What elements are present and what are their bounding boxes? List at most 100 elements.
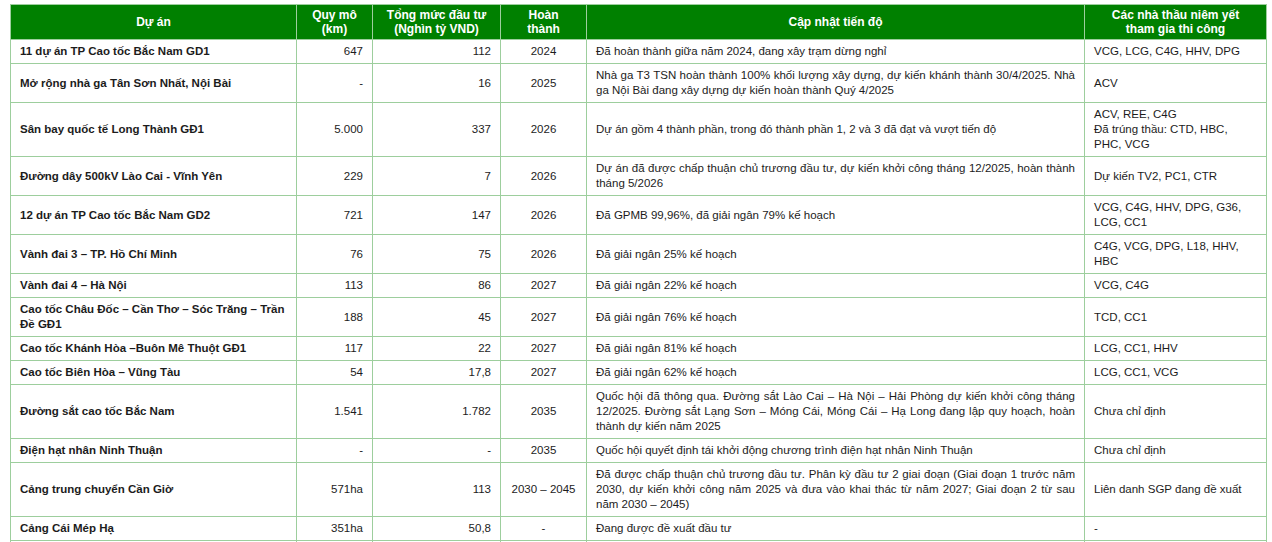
investment-cell: 75 — [373, 235, 501, 274]
progress-cell: Đã hoàn thành giữa năm 2024, đang xây tr… — [587, 40, 1085, 64]
table-row: 12 dự án TP Cao tốc Bắc Nam GD2721147202… — [11, 196, 1267, 235]
contractors-cell: VCG, C4G, HHV, DPG, G36, LCG, CC1 — [1085, 196, 1267, 235]
completion-cell: 2026 — [501, 196, 587, 235]
contractors-cell: VCG, C4G — [1085, 274, 1267, 298]
project-cell: Đường dây 500kV Lào Cai - Vĩnh Yên — [11, 157, 297, 196]
investment-cell: 86 — [373, 274, 501, 298]
scale-cell: 351ha — [297, 517, 373, 541]
completion-cell: - — [501, 517, 587, 541]
completion-cell: 2026 — [501, 103, 587, 157]
scale-cell: - — [297, 439, 373, 463]
project-cell: Cảng trung chuyển Cần Giờ — [11, 463, 297, 517]
table-row: Cảng Cái Mép Hạ351ha50,8-Đang được đề xu… — [11, 517, 1267, 541]
scale-cell: 117 — [297, 337, 373, 361]
header-contractors: Các nhà thầu niêm yết tham gia thi công — [1085, 5, 1267, 40]
progress-cell: Đang được đề xuất đầu tư — [587, 517, 1085, 541]
contractors-cell: TCD, CC1 — [1085, 298, 1267, 337]
table-row: 11 dự án TP Cao tốc Bắc Nam GD1647112202… — [11, 40, 1267, 64]
investment-cell: 113 — [373, 463, 501, 517]
table-row: Mở rộng nhà ga Tân Sơn Nhất, Nội Bài-162… — [11, 64, 1267, 103]
investment-cell: 1.782 — [373, 385, 501, 439]
header-investment: Tổng mức đầu tư (Nghìn tỷ VND) — [373, 5, 501, 40]
project-cell: Cảng Cái Mép Hạ — [11, 517, 297, 541]
project-cell: 11 dự án TP Cao tốc Bắc Nam GD1 — [11, 40, 297, 64]
progress-cell: Đã giải ngân 76% kế hoạch — [587, 298, 1085, 337]
scale-cell: - — [297, 64, 373, 103]
scale-cell: 647 — [297, 40, 373, 64]
table-row: Cao tốc Biên Hòa – Vũng Tàu5417,82027Đã … — [11, 361, 1267, 385]
progress-cell: Đã giải ngân 62% kế hoạch — [587, 361, 1085, 385]
progress-cell: Quốc hội đã thông qua. Đường sắt Lào Cai… — [587, 385, 1085, 439]
progress-cell: Đã GPMB 99,96%, đã giải ngân 79% kế hoạc… — [587, 196, 1085, 235]
project-cell: Vành đai 4 – Hà Nội — [11, 274, 297, 298]
project-cell: Sân bay quốc tế Long Thành GĐ1 — [11, 103, 297, 157]
investment-cell: - — [373, 439, 501, 463]
contractors-cell: Dự kiến TV2, PC1, CTR — [1085, 157, 1267, 196]
project-cell: 12 dự án TP Cao tốc Bắc Nam GD2 — [11, 196, 297, 235]
project-cell: Cao tốc Châu Đốc – Cần Thơ – Sóc Trăng –… — [11, 298, 297, 337]
project-cell: Đường sắt cao tốc Bắc Nam — [11, 385, 297, 439]
completion-cell: 2024 — [501, 40, 587, 64]
contractors-cell: LCG, CC1, HHV — [1085, 337, 1267, 361]
project-cell: Điện hạt nhân Ninh Thuận — [11, 439, 297, 463]
completion-cell: 2027 — [501, 361, 587, 385]
investment-cell: 337 — [373, 103, 501, 157]
contractors-cell: ACV, REE, C4G Đã trúng thầu: CTD, HBC, P… — [1085, 103, 1267, 157]
projects-table-container: Dự án Quy mô (km) Tổng mức đầu tư (Nghìn… — [0, 0, 1272, 542]
project-cell: Vành đai 3 – TP. Hồ Chí Minh — [11, 235, 297, 274]
scale-cell: 76 — [297, 235, 373, 274]
table-row: Điện hạt nhân Ninh Thuận--2035Quốc hội q… — [11, 439, 1267, 463]
completion-cell: 2030 – 2045 — [501, 463, 587, 517]
table-row: Đường dây 500kV Lào Cai - Vĩnh Yên229720… — [11, 157, 1267, 196]
table-body: 11 dự án TP Cao tốc Bắc Nam GD1647112202… — [11, 40, 1267, 542]
investment-cell: 22 — [373, 337, 501, 361]
scale-cell: 571ha — [297, 463, 373, 517]
table-row: Cảng trung chuyển Cần Giờ571ha1132030 – … — [11, 463, 1267, 517]
scale-cell: 113 — [297, 274, 373, 298]
project-cell: Cao tốc Khánh Hòa –Buôn Mê Thuột GĐ1 — [11, 337, 297, 361]
contractors-cell: VCG, LCG, C4G, HHV, DPG — [1085, 40, 1267, 64]
project-cell: Cao tốc Biên Hòa – Vũng Tàu — [11, 361, 297, 385]
contractors-cell: C4G, VCG, DPG, L18, HHV, HBC — [1085, 235, 1267, 274]
investment-cell: 50,8 — [373, 517, 501, 541]
table-header: Dự án Quy mô (km) Tổng mức đầu tư (Nghìn… — [11, 5, 1267, 40]
completion-cell: 2027 — [501, 274, 587, 298]
investment-cell: 16 — [373, 64, 501, 103]
contractors-cell: Liên danh SGP đang đề xuất — [1085, 463, 1267, 517]
contractors-cell: ACV — [1085, 64, 1267, 103]
scale-cell: 721 — [297, 196, 373, 235]
scale-cell: 54 — [297, 361, 373, 385]
investment-cell: 112 — [373, 40, 501, 64]
progress-cell: Quốc hội quyết định tái khởi động chương… — [587, 439, 1085, 463]
progress-cell: Đã giải ngân 25% kế hoạch — [587, 235, 1085, 274]
header-project: Dự án — [11, 5, 297, 40]
completion-cell: 2035 — [501, 385, 587, 439]
contractors-cell: - — [1085, 517, 1267, 541]
completion-cell: 2027 — [501, 298, 587, 337]
completion-cell: 2035 — [501, 439, 587, 463]
completion-cell: 2026 — [501, 157, 587, 196]
completion-cell: 2025 — [501, 64, 587, 103]
header-progress: Cập nhật tiến độ — [587, 5, 1085, 40]
header-row: Dự án Quy mô (km) Tổng mức đầu tư (Nghìn… — [11, 5, 1267, 40]
table-row: Cao tốc Châu Đốc – Cần Thơ – Sóc Trăng –… — [11, 298, 1267, 337]
table-row: Đường sắt cao tốc Bắc Nam1.5411.7822035Q… — [11, 385, 1267, 439]
table-row: Vành đai 4 – Hà Nội113862027Đã giải ngân… — [11, 274, 1267, 298]
progress-cell: Dự án đã được chấp thuận chủ trương đầu … — [587, 157, 1085, 196]
progress-cell: Dự án gồm 4 thành phần, trong đó thành p… — [587, 103, 1085, 157]
table-row: Sân bay quốc tế Long Thành GĐ15.00033720… — [11, 103, 1267, 157]
contractors-cell: Chưa chỉ định — [1085, 439, 1267, 463]
progress-cell: Đã giải ngân 81% kế hoạch — [587, 337, 1085, 361]
progress-cell: Nhà ga T3 TSN hoàn thành 100% khối lượng… — [587, 64, 1085, 103]
project-cell: Mở rộng nhà ga Tân Sơn Nhất, Nội Bài — [11, 64, 297, 103]
completion-cell: 2026 — [501, 235, 587, 274]
scale-cell: 5.000 — [297, 103, 373, 157]
header-scale: Quy mô (km) — [297, 5, 373, 40]
scale-cell: 229 — [297, 157, 373, 196]
contractors-cell: LCG, CC1, VCG — [1085, 361, 1267, 385]
completion-cell: 2027 — [501, 337, 587, 361]
table-row: Vành đai 3 – TP. Hồ Chí Minh76752026Đã g… — [11, 235, 1267, 274]
investment-cell: 45 — [373, 298, 501, 337]
scale-cell: 188 — [297, 298, 373, 337]
scale-cell: 1.541 — [297, 385, 373, 439]
